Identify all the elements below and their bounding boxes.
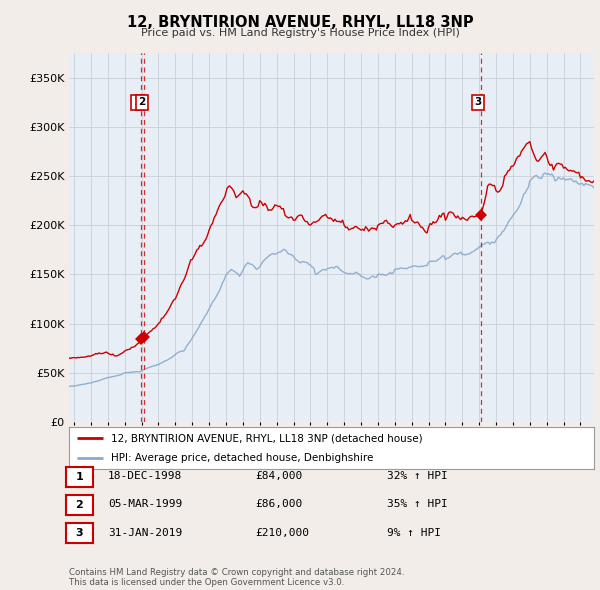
Text: 05-MAR-1999: 05-MAR-1999: [108, 500, 182, 509]
Text: 2: 2: [139, 97, 146, 107]
Text: 2: 2: [76, 500, 83, 510]
Text: 35% ↑ HPI: 35% ↑ HPI: [387, 500, 448, 509]
Text: 3: 3: [76, 529, 83, 538]
Text: 3: 3: [475, 97, 482, 107]
Text: 9% ↑ HPI: 9% ↑ HPI: [387, 528, 441, 537]
Text: £84,000: £84,000: [255, 471, 302, 481]
Text: Price paid vs. HM Land Registry's House Price Index (HPI): Price paid vs. HM Land Registry's House …: [140, 28, 460, 38]
Text: 12, BRYNTIRION AVENUE, RHYL, LL18 3NP: 12, BRYNTIRION AVENUE, RHYL, LL18 3NP: [127, 15, 473, 30]
Text: HPI: Average price, detached house, Denbighshire: HPI: Average price, detached house, Denb…: [111, 453, 373, 463]
Text: £86,000: £86,000: [255, 500, 302, 509]
Text: 31-JAN-2019: 31-JAN-2019: [108, 528, 182, 537]
Text: 32% ↑ HPI: 32% ↑ HPI: [387, 471, 448, 481]
Text: £210,000: £210,000: [255, 528, 309, 537]
Text: 1: 1: [134, 97, 141, 107]
Text: Contains HM Land Registry data © Crown copyright and database right 2024.
This d: Contains HM Land Registry data © Crown c…: [69, 568, 404, 587]
Text: 1: 1: [76, 472, 83, 481]
Text: 18-DEC-1998: 18-DEC-1998: [108, 471, 182, 481]
Text: 12, BRYNTIRION AVENUE, RHYL, LL18 3NP (detached house): 12, BRYNTIRION AVENUE, RHYL, LL18 3NP (d…: [111, 433, 422, 443]
